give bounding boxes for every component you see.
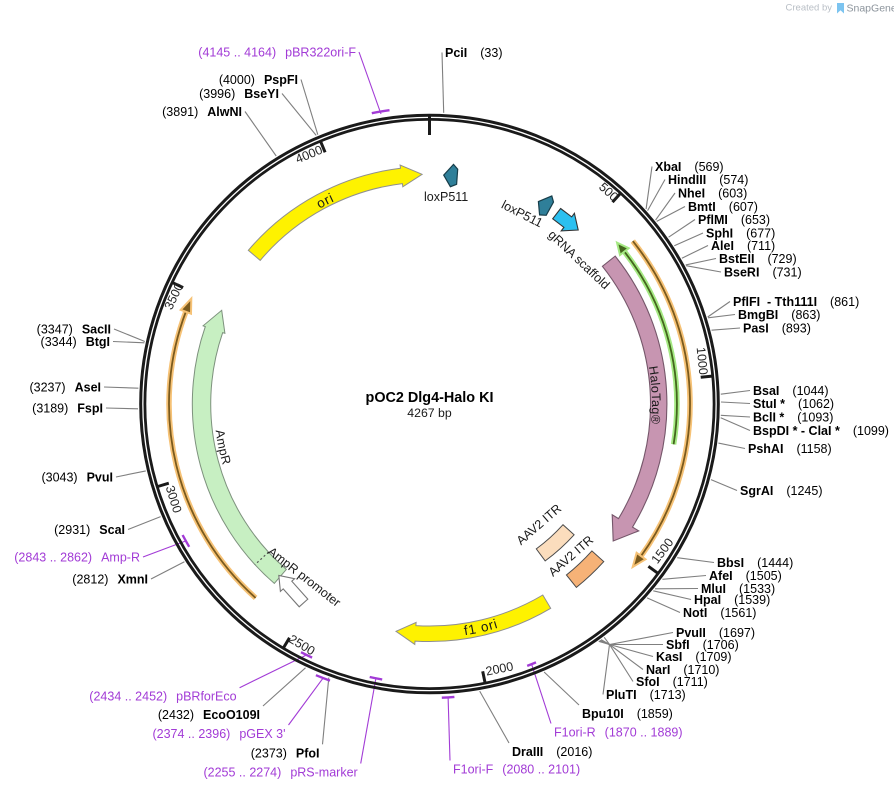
svg-text:(3189)FspI: (3189)FspI [32, 402, 103, 416]
svg-text:(2373)PfoI: (2373)PfoI [251, 746, 320, 760]
svg-text:SfoI(1711): SfoI(1711) [636, 675, 708, 689]
svg-text:Created by: Created by [786, 3, 833, 14]
svg-text:F1ori-F(2080 .. 2101): F1ori-F(2080 .. 2101) [453, 763, 580, 777]
svg-text:BspDI * - ClaI *(1099): BspDI * - ClaI *(1099) [753, 424, 889, 438]
svg-text:(2255 .. 2274)pRS-marker: (2255 .. 2274)pRS-marker [203, 766, 357, 780]
svg-text:AfeI(1505): AfeI(1505) [709, 569, 782, 583]
svg-text:(3344)BtgI: (3344)BtgI [41, 335, 110, 349]
svg-text:(2432)EcoO109I: (2432)EcoO109I [158, 708, 260, 722]
svg-text:(3237)AseI: (3237)AseI [29, 381, 101, 395]
svg-text:(3043)PvuI: (3043)PvuI [41, 471, 113, 485]
svg-text:pOC2 Dlg4-Halo KI: pOC2 Dlg4-Halo KI [366, 390, 494, 406]
svg-text:loxP511: loxP511 [424, 190, 468, 204]
svg-text:(2434 .. 2452)pBRforEco: (2434 .. 2452)pBRforEco [89, 690, 236, 704]
svg-text:(2374 .. 2396)pGEX 3': (2374 .. 2396)pGEX 3' [152, 727, 285, 741]
svg-text:4267 bp: 4267 bp [407, 406, 452, 420]
svg-text:NotI(1561): NotI(1561) [683, 606, 756, 620]
svg-text:(2843 .. 2862)Amp-R: (2843 .. 2862)Amp-R [14, 551, 140, 565]
svg-text:F1ori-R(1870 .. 1889): F1ori-R(1870 .. 1889) [554, 726, 683, 740]
svg-text:PflFI - Tth111I(861): PflFI - Tth111I(861) [733, 295, 859, 309]
svg-text:(2931)ScaI: (2931)ScaI [54, 523, 125, 537]
svg-text:1000: 1000 [694, 346, 711, 375]
svg-text:SnapGene: SnapGene [847, 2, 894, 14]
